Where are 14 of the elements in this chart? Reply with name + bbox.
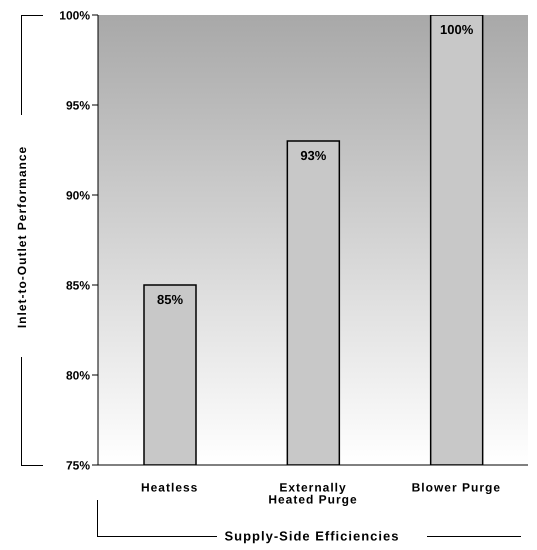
y-tick-label: 75% bbox=[66, 458, 90, 472]
y-tick-label: 80% bbox=[66, 368, 90, 382]
x-axis-title: Supply-Side Efficiencies bbox=[224, 528, 400, 544]
data-label: 100% bbox=[440, 22, 474, 38]
y-tick-label: 90% bbox=[66, 188, 90, 202]
y-tick-label: 85% bbox=[66, 278, 90, 292]
y-axis-title: Inlet-to-Outlet Performance bbox=[15, 146, 29, 328]
x-tick-label: Externally Heated Purge bbox=[268, 480, 358, 507]
y-tick-label: 95% bbox=[66, 98, 90, 112]
data-label: 93% bbox=[300, 148, 327, 164]
x-tick-label: Blower Purge bbox=[412, 480, 502, 495]
data-label: 85% bbox=[156, 292, 184, 308]
y-tick-label: 100% bbox=[59, 8, 90, 22]
x-tick-label: Heatless bbox=[140, 480, 198, 495]
